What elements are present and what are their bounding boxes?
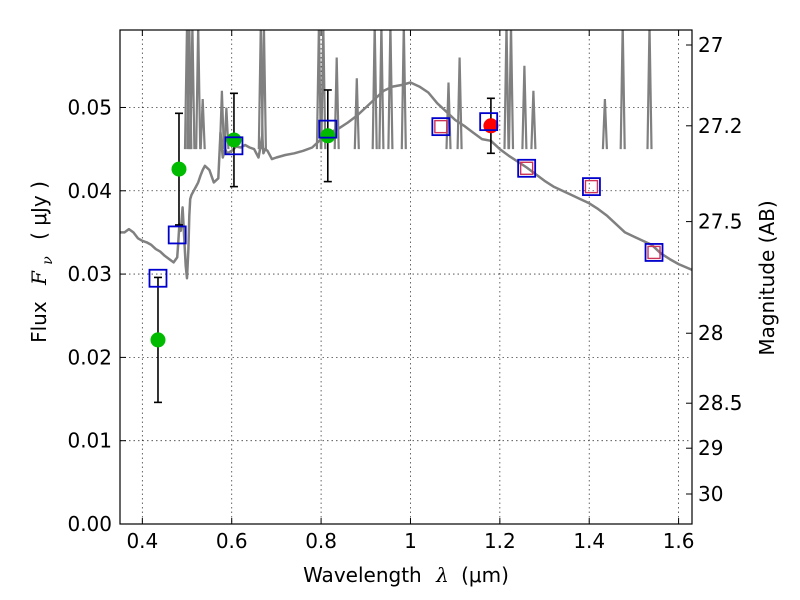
x-tick-label: 1.4 bbox=[573, 529, 605, 553]
model-point-inner bbox=[519, 161, 534, 175]
model-point bbox=[479, 112, 499, 132]
x-tick-label: 0.6 bbox=[216, 529, 248, 553]
x-tick-label: 0.8 bbox=[305, 529, 337, 553]
x-tick-label: 1.2 bbox=[484, 529, 516, 553]
x-tick-label: 1 bbox=[404, 529, 417, 553]
y-tick-label: 0.03 bbox=[67, 262, 112, 286]
emission-line-spike bbox=[195, 30, 202, 150]
emission-line-spike bbox=[456, 57, 463, 150]
y-axis-symbol: F bbox=[27, 270, 51, 286]
x-tick-label: 0.4 bbox=[126, 529, 158, 553]
tick-layer: 0.4 0.6 0.8 1 1.2 1.4 1.6 0.00 0.01 0.02 0.03 0.04 0… bbox=[67, 30, 743, 553]
data-point bbox=[320, 128, 336, 144]
emission-line-spike bbox=[320, 30, 327, 150]
data-point bbox=[171, 161, 187, 177]
emission-line-spike bbox=[199, 99, 206, 150]
model-point bbox=[318, 119, 338, 139]
emission-line-spike bbox=[503, 30, 510, 150]
emission-line-spike bbox=[619, 30, 626, 150]
model-point bbox=[167, 225, 187, 245]
emission-line-spike bbox=[400, 30, 407, 150]
emission-line-spike bbox=[189, 30, 196, 150]
emission-line-spike bbox=[601, 99, 608, 150]
model-point bbox=[582, 177, 601, 197]
y-tick-label: 0.04 bbox=[67, 179, 112, 203]
model-point-inner bbox=[434, 119, 448, 134]
model-point bbox=[431, 117, 451, 137]
emission-line-spike bbox=[521, 65, 528, 150]
x-axis-symbol: λ bbox=[435, 563, 449, 587]
y2-tick-label: 28 bbox=[698, 321, 723, 345]
y2-axis-label: Magnitude (AB) bbox=[755, 200, 779, 355]
y2-tick-label: 28.5 bbox=[698, 391, 743, 415]
model-point-inner bbox=[647, 245, 661, 260]
emission-line-spike bbox=[646, 30, 653, 150]
model-point bbox=[148, 268, 168, 288]
data-point bbox=[150, 332, 166, 348]
emission-line-spike bbox=[260, 30, 267, 150]
y-tick-label: 0.01 bbox=[67, 429, 112, 453]
x-axis-unit: (μm) bbox=[461, 563, 509, 587]
emission-line-spike bbox=[223, 107, 230, 150]
y2-tick-label: 27.2 bbox=[698, 114, 743, 138]
model-point bbox=[644, 243, 664, 262]
plot-area bbox=[120, 30, 692, 280]
y2-tick-label: 29 bbox=[698, 436, 723, 460]
model-point bbox=[517, 158, 537, 178]
emission-line-spike bbox=[333, 57, 340, 150]
emission-line-spike bbox=[530, 90, 537, 150]
emission-line-spike bbox=[218, 90, 225, 150]
model-point bbox=[224, 136, 244, 156]
y2-tick-label: 27.5 bbox=[698, 210, 743, 234]
emission-line-spike bbox=[507, 30, 515, 150]
emission-line-spike bbox=[371, 30, 378, 150]
y-tick-label: 0.00 bbox=[67, 512, 112, 536]
data-point bbox=[483, 118, 499, 134]
emission-line-spike bbox=[387, 30, 394, 150]
y-axis-label: Flux F ν ( μJy ) bbox=[27, 181, 57, 343]
y-axis-subscript: ν bbox=[40, 256, 56, 265]
plot-frame bbox=[119, 29, 693, 525]
y-axis-unit: ( μJy ) bbox=[27, 181, 51, 240]
marker-layer bbox=[148, 89, 664, 404]
emission-line-spike bbox=[378, 30, 385, 150]
x-axis-label: Wavelength λ (μm) bbox=[303, 563, 509, 587]
emission-line-spike bbox=[315, 30, 322, 150]
y-tick-label: 0.02 bbox=[67, 345, 112, 369]
y2-tick-label: 30 bbox=[698, 482, 723, 506]
y2-tick-label: 27 bbox=[698, 33, 723, 57]
y-tick-label: 0.05 bbox=[67, 95, 112, 119]
model-point-inner bbox=[584, 179, 599, 194]
x-tick-label: 1.6 bbox=[663, 529, 695, 553]
emission-line-spike bbox=[353, 78, 360, 150]
emission-line-spike bbox=[445, 82, 452, 150]
data-point bbox=[226, 132, 242, 148]
